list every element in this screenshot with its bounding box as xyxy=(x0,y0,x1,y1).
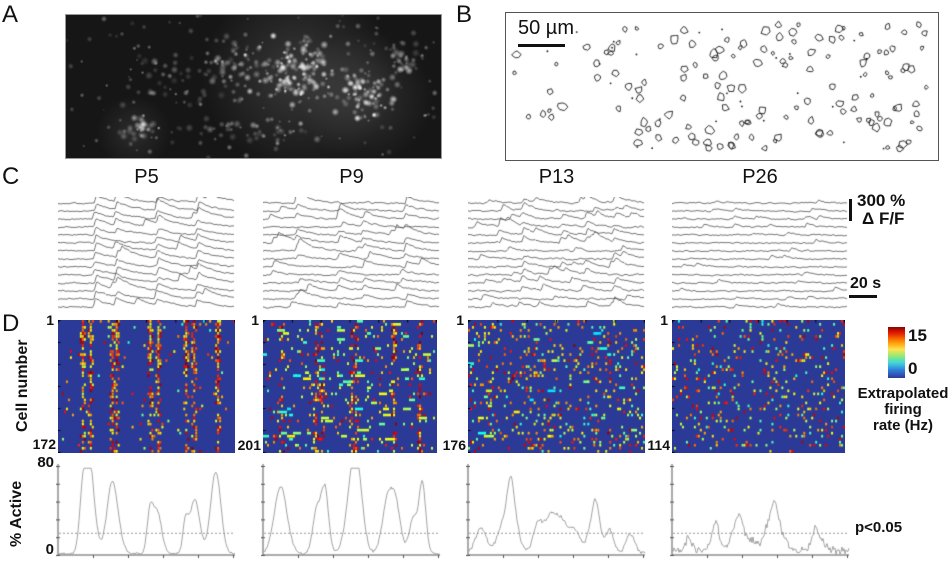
heatmap4-first-cell: 1 xyxy=(660,312,668,328)
heatmap3-cell-count: 176 xyxy=(442,437,466,453)
cell-contours-canvas xyxy=(506,13,938,160)
active-axis-min: 0 xyxy=(45,541,54,558)
age-label-p13: P13 xyxy=(538,166,575,188)
percent-active-plot-p13 xyxy=(466,462,648,564)
heatmap4-cell-count: 114 xyxy=(647,437,670,453)
percent-active-plot-p26 xyxy=(670,462,852,564)
scale-bar-line xyxy=(518,44,565,47)
calcium-traces-canvas-p5 xyxy=(58,197,235,311)
cell-number-axis-label: Cell number xyxy=(14,339,31,433)
time-scale-label: 20 s xyxy=(850,275,882,292)
calcium-traces-canvas-p9 xyxy=(263,197,440,311)
percent-active-plot-p5 xyxy=(56,462,238,564)
heatmap3-first-cell: 1 xyxy=(456,312,464,328)
panel-b-label: B xyxy=(456,1,473,28)
time-scale-bar xyxy=(849,295,877,298)
calcium-traces-canvas-p13 xyxy=(468,197,645,311)
age-label-p5: P5 xyxy=(134,166,159,188)
significance-label: p<0.05 xyxy=(855,519,903,536)
heatmap2-first-cell: 1 xyxy=(251,312,259,328)
fluorescence-image-canvas xyxy=(65,14,442,159)
firing-rate-heatmap-p9 xyxy=(263,320,437,453)
colorbar-max-label: 15 xyxy=(908,326,927,345)
panel-c-label: C xyxy=(2,163,20,190)
scale-bar-label: 50 µm xyxy=(518,17,574,39)
active-axis-max: 80 xyxy=(37,454,54,471)
amplitude-scale-value: 300 % xyxy=(857,191,906,210)
heatmap2-cell-count: 201 xyxy=(237,437,261,453)
heatmap1-cell-count: 172 xyxy=(32,436,56,452)
cell-contour-box: 50 µm xyxy=(505,12,939,161)
panel-a-label: A xyxy=(2,1,19,28)
percent-active-axis-label: % Active xyxy=(8,480,25,548)
colorbar-min-label: 0 xyxy=(908,359,918,378)
colorbar-title: Extrapolated firing rate (Hz) xyxy=(851,386,951,434)
age-label-p9: P9 xyxy=(339,166,364,188)
colorbar xyxy=(888,327,905,378)
firing-rate-heatmap-p5 xyxy=(58,320,235,453)
panel-d-label: D xyxy=(2,310,20,337)
colorbar-title-line1: Extrapolated xyxy=(857,385,949,402)
heatmap1-first-cell: 1 xyxy=(46,312,54,328)
colorbar-title-line2: firing xyxy=(884,401,922,418)
amplitude-scale-unit: Δ F/F xyxy=(862,209,905,228)
firing-rate-heatmap-p13 xyxy=(468,320,645,453)
firing-rate-heatmap-p26 xyxy=(672,320,845,453)
colorbar-title-line3: rate (Hz) xyxy=(872,417,933,434)
amplitude-scale-bar xyxy=(849,199,852,221)
calcium-traces-canvas-p26 xyxy=(672,197,848,311)
percent-active-plot-p9 xyxy=(261,462,443,564)
age-label-p26: P26 xyxy=(742,166,778,188)
